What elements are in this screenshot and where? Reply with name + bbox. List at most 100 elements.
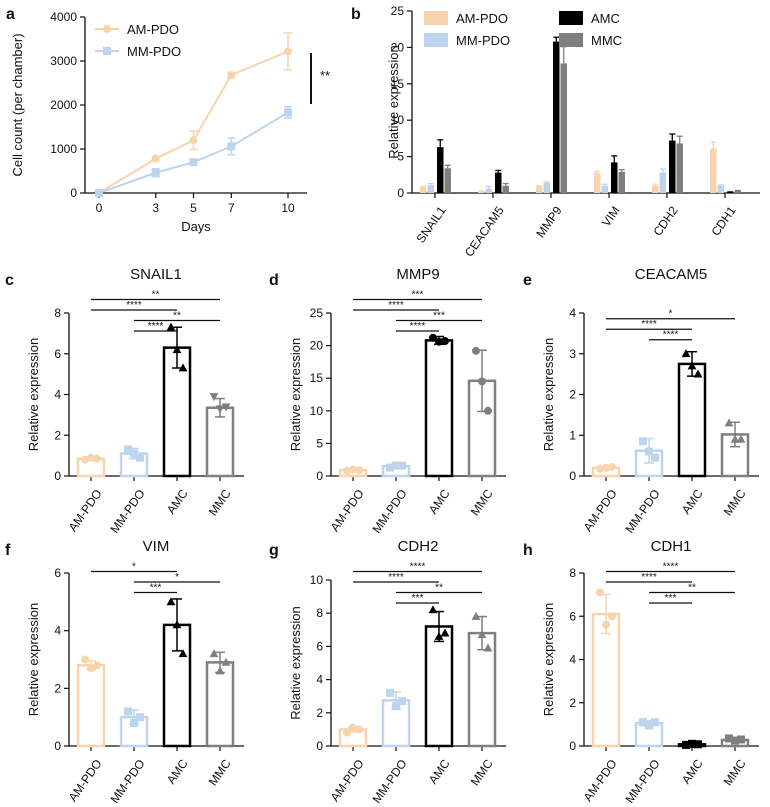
data-point <box>687 361 697 370</box>
data-point <box>227 142 236 151</box>
data-point <box>681 349 691 358</box>
panel-h: h CDH1 0 2 4 6 8 Relative expression AM-PDO MM-PD… <box>523 538 759 806</box>
significance-label: **** <box>388 300 404 311</box>
y-tick-label: 0 <box>54 469 61 483</box>
data-point <box>440 628 450 637</box>
significance-label: **** <box>663 330 679 341</box>
panel-c: c SNAIL1 0 2 4 6 8 Relative expression AM-PDO MM-… <box>5 266 244 536</box>
bar-mmc-snail1 <box>444 164 451 193</box>
bar-mm-pdo-cdh2 <box>659 168 666 193</box>
bar <box>444 168 451 193</box>
y-tick-label: 2 <box>54 681 61 695</box>
data-point <box>95 189 103 197</box>
bar <box>76 664 106 748</box>
data-point <box>81 655 89 664</box>
data-point <box>429 333 437 342</box>
x-tick-label: 10 <box>281 201 295 215</box>
bar-amc-vim <box>611 155 618 193</box>
x-tick-label: MMC <box>468 756 496 788</box>
x-tick-label: AM-PDO <box>581 487 620 534</box>
data-point <box>651 453 659 462</box>
y-axis-label: Relative expression <box>541 338 556 451</box>
bar-mm-pdo <box>119 445 149 478</box>
y-tick-label: 8 <box>316 606 323 620</box>
data-point <box>87 453 95 462</box>
bar-amc <box>677 739 707 749</box>
bar-amc <box>424 605 454 748</box>
x-tick-label: MM-PDO <box>370 757 410 806</box>
data-point <box>639 437 647 446</box>
panel-b: b 0 5 10 15 20 25 Relative expression SNAIL1 CEAC… <box>351 4 760 259</box>
legend-marker <box>103 25 111 33</box>
legend-label: AMC <box>591 11 620 26</box>
x-tick-label: MM-PDO <box>108 487 148 536</box>
y-axis-label: Relative expression <box>386 45 401 158</box>
bar-amc-ceacam5 <box>495 169 502 193</box>
x-tick-label: AM-PDO <box>328 757 367 804</box>
x-tick-label: CDH1 <box>708 203 738 238</box>
data-point <box>602 620 610 629</box>
chart-title: CEACAM5 <box>635 266 708 283</box>
bar <box>710 148 717 193</box>
bar <box>594 172 601 193</box>
bar <box>424 339 454 478</box>
x-tick-label: 0 <box>96 201 103 215</box>
chart-title: SNAIL1 <box>130 266 182 283</box>
y-tick-label: 0 <box>316 739 323 753</box>
x-tick-label: MMC <box>721 486 749 518</box>
data-point <box>93 454 101 463</box>
y-tick-label: 20 <box>391 40 405 54</box>
bar-mm-pdo <box>381 688 411 748</box>
panel-label: d <box>269 272 279 289</box>
bar <box>717 185 724 193</box>
bar <box>560 63 567 193</box>
bar-am-pdo <box>591 463 621 478</box>
data-point <box>596 464 604 473</box>
panel-label: a <box>6 6 15 23</box>
legend-label: MM-PDO <box>456 33 510 48</box>
bar <box>543 182 550 193</box>
x-tick-label: 7 <box>228 201 235 215</box>
panel-label: c <box>5 272 14 289</box>
data-point <box>596 588 604 597</box>
x-tick-label: AM-PDO <box>328 487 367 534</box>
data-point <box>682 740 690 749</box>
data-point <box>172 620 182 629</box>
y-tick-label: 20 <box>310 339 324 353</box>
data-point <box>343 728 351 737</box>
data-point <box>434 631 444 640</box>
x-tick-label: AMC <box>426 486 453 516</box>
panel-f: f VIM 0 2 4 6 Relative expression AM-PDO MM-PDO A… <box>5 538 244 806</box>
x-tick-label: VIM <box>599 204 623 230</box>
bar-mmc-ceacam5 <box>502 182 509 193</box>
y-axis-label: Relative expression <box>26 338 41 451</box>
data-point <box>428 605 438 614</box>
bar-mm-pdo <box>381 461 411 478</box>
significance-label: *** <box>412 290 424 301</box>
significance-label: ** <box>173 311 181 322</box>
x-tick-label: CEACAM5 <box>462 203 507 259</box>
panel-d: d MMP9 0 5 10 15 20 25 Relative expression AM-PDO… <box>269 266 506 536</box>
data-point <box>87 664 95 673</box>
bar-mm-pdo-ceacam5 <box>485 185 492 193</box>
data-point <box>136 713 144 722</box>
bar-am-pdo <box>338 465 368 478</box>
x-tick-label: MMC <box>721 756 749 788</box>
data-point <box>349 723 357 732</box>
x-tick-label: AM-PDO <box>66 757 105 804</box>
data-point <box>724 418 734 427</box>
data-point <box>608 463 616 472</box>
y-tick-label: 4 <box>316 673 323 687</box>
data-point <box>172 345 182 354</box>
bar <box>669 140 676 193</box>
series-mm-pdo <box>95 106 292 197</box>
bar-am-pdo-mmp9 <box>536 185 543 193</box>
bar-mm-pdo <box>634 437 664 478</box>
data-point <box>349 465 357 474</box>
data-point <box>693 369 703 378</box>
data-point <box>736 434 746 443</box>
y-tick-label: 10 <box>310 573 324 587</box>
bar <box>437 147 444 193</box>
y-tick-label: 0 <box>397 186 404 200</box>
data-point <box>136 453 144 462</box>
